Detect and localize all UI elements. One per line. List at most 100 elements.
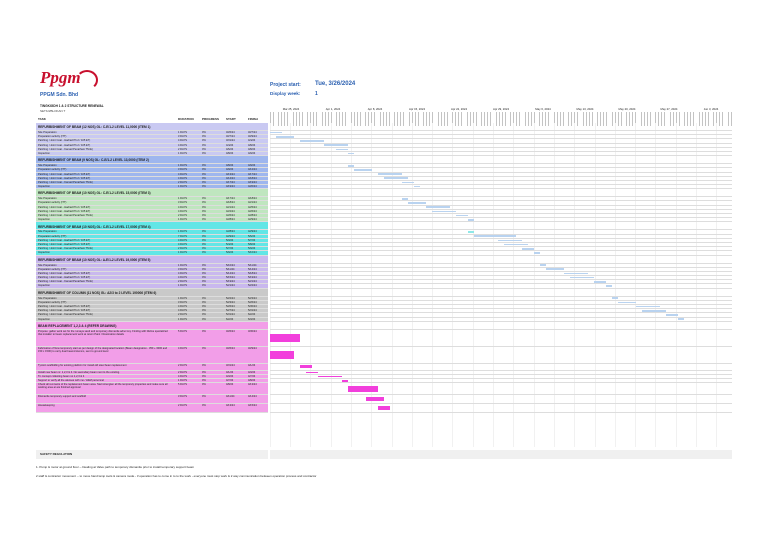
gantt-bar[interactable] — [468, 218, 474, 221]
task-row[interactable]: 2Preparation activity (ITT)3 DAYS0%5/11/… — [36, 267, 268, 272]
project-start-value[interactable]: Tue, 3/26/2024 — [315, 81, 356, 87]
gantt-bar[interactable] — [342, 379, 348, 382]
section-header[interactable]: REFURBISHMENT OF BEAM (10 NOS) GL: C-E/1… — [36, 189, 268, 198]
gantt-bar[interactable] — [366, 397, 384, 402]
gantt-bar[interactable] — [300, 365, 312, 369]
gantt-bar[interactable] — [270, 131, 282, 134]
task-row[interactable]: 3Tyrosin scaffolding for existing platfo… — [36, 363, 268, 371]
section-header[interactable]: REFURBISHMENT OF BEAM (10 NOS) GL: C-E/1… — [36, 222, 268, 231]
gantt-bar[interactable] — [606, 285, 612, 287]
task-row[interactable]: 5Patching / Joint Coat - Kamad Penatham … — [36, 147, 268, 152]
section-header[interactable]: BEAM REPLACEMENT 1,2,3 & 4 (REFER DRAWIN… — [36, 321, 268, 330]
task-row[interactable]: 3Patching / Joint Coat - Hadrad Ph.2 / 1… — [36, 139, 268, 144]
display-week-value[interactable]: 1 — [315, 91, 318, 97]
gantt-bar[interactable] — [384, 177, 408, 180]
gantt-bar[interactable] — [534, 252, 540, 254]
gantt-bar[interactable] — [426, 206, 450, 209]
gantt-bar[interactable] — [306, 371, 318, 374]
gantt-bar[interactable] — [570, 276, 594, 279]
task-row[interactable]: 6Support to verify all the alenses with … — [36, 379, 268, 384]
gantt-bar[interactable] — [348, 152, 354, 155]
task-row[interactable]: 7Check all remnants of the replacement b… — [36, 383, 268, 396]
gantt-bar[interactable] — [456, 214, 468, 217]
gantt-bar[interactable] — [468, 231, 474, 233]
gantt-bar[interactable] — [318, 375, 342, 378]
gantt-bar[interactable] — [522, 247, 534, 250]
task-row[interactable]: 2Preparation activity (ITT)3 DAYS0%3/27/… — [36, 135, 268, 140]
section-header[interactable]: REFURBISHMENT OF BEAM (12 NOS) GL: C-E/1… — [36, 123, 268, 131]
gantt-bar[interactable] — [348, 386, 378, 392]
gantt-bar[interactable] — [276, 135, 294, 138]
section-header[interactable]: REFURBISHMENT OF BEAM (9 NOS) GL: C-E/1-… — [36, 156, 268, 165]
gantt-bar[interactable] — [324, 144, 348, 146]
task-row[interactable]: 3Patching / Joint Coat - Hadrad Ph.2 / 1… — [36, 172, 268, 177]
task-row[interactable]: 5Patching / Joint Coat - Kamad Penatham … — [36, 247, 268, 252]
gantt-bar[interactable] — [354, 169, 372, 171]
task-row[interactable]: 3Patching / Joint Coat - Hadrad Ph.2 / 1… — [36, 305, 268, 310]
gantt-bar[interactable] — [432, 210, 456, 213]
gantt-bar[interactable] — [408, 202, 426, 204]
gantt-bar[interactable] — [666, 314, 678, 316]
task-row[interactable]: 5Patching / Joint Coat - Kamad Penatham … — [36, 180, 268, 186]
gantt-bar[interactable] — [300, 140, 324, 142]
task-row[interactable]: 2Preparation activity (ITT)3 DAYS0%4/9/2… — [36, 168, 268, 173]
task-row[interactable]: 5Patching / Joint Coat - Kamad Penatham … — [36, 280, 268, 285]
task-row[interactable]: 2Fabrication of New temporary start as p… — [36, 346, 268, 364]
task-finish: 5/22/24 — [248, 284, 257, 288]
section-header[interactable]: REFURBISHMENT OF COLUMN (11 NOS) GL: A2/… — [36, 288, 268, 297]
task-row[interactable]: 8Dismantle temporary support and scaffol… — [36, 395, 268, 405]
task-row[interactable]: 5Patching / Joint Coat - Kamad Penatham … — [36, 214, 268, 219]
gantt-bar[interactable] — [414, 185, 420, 188]
gantt-bar[interactable] — [378, 173, 402, 175]
gantt-bar[interactable] — [546, 268, 564, 271]
gantt-bar[interactable] — [348, 164, 354, 167]
task-row[interactable]: 2Preparation activity (ITT)7 DAYS0%4/29/… — [36, 234, 268, 239]
gantt-bar[interactable] — [636, 305, 660, 308]
gantt-bar[interactable] — [618, 301, 636, 304]
gantt-bar[interactable] — [378, 406, 390, 411]
gantt-bar[interactable] — [336, 148, 348, 151]
gantt-bar[interactable] — [270, 333, 300, 342]
gantt-bar[interactable] — [270, 350, 294, 359]
gantt-bar[interactable] — [612, 297, 618, 300]
gantt-bar[interactable] — [642, 309, 666, 312]
task-row[interactable]: 3Patching / Joint Coat - Hadrad Ph.2 / 1… — [36, 271, 268, 277]
gantt-bar[interactable] — [540, 264, 546, 266]
gantt-bar[interactable] — [678, 318, 684, 320]
task-row[interactable]: 2Preparation activity (ITT)3 DAYS0%4/18/… — [36, 201, 268, 206]
task-row[interactable]: 1Propose: gallon work set for the rumaya… — [36, 329, 268, 347]
task-row[interactable]: 3Patching / Joint Coat - Hadrad Ph.2 / 1… — [36, 238, 268, 243]
section-header[interactable]: REFURBISHMENT OF BEAM (10 NOS) GL: A-E/1… — [36, 255, 268, 264]
gantt-bar[interactable] — [402, 181, 414, 184]
gantt-bar[interactable] — [504, 243, 528, 246]
task-row[interactable]: 2Preparation activity (ITT)3 DAYS0%5/23/… — [36, 300, 268, 305]
gantt-bar[interactable] — [402, 198, 408, 200]
gantt-bar[interactable] — [498, 239, 522, 242]
task-row[interactable]: 5Tn concept collecting beam no 1,2,3 & 4… — [36, 374, 268, 380]
task-row[interactable]: 5Patching / Joint Coat - Kamad Penatham … — [36, 313, 268, 318]
task-row[interactable]: 3Patching / Joint Coat - Hadrad Ph.2 / 1… — [36, 205, 268, 210]
gantt-bar[interactable] — [474, 235, 516, 237]
gantt-bar[interactable] — [594, 281, 606, 283]
gantt-bar[interactable] — [564, 272, 588, 275]
